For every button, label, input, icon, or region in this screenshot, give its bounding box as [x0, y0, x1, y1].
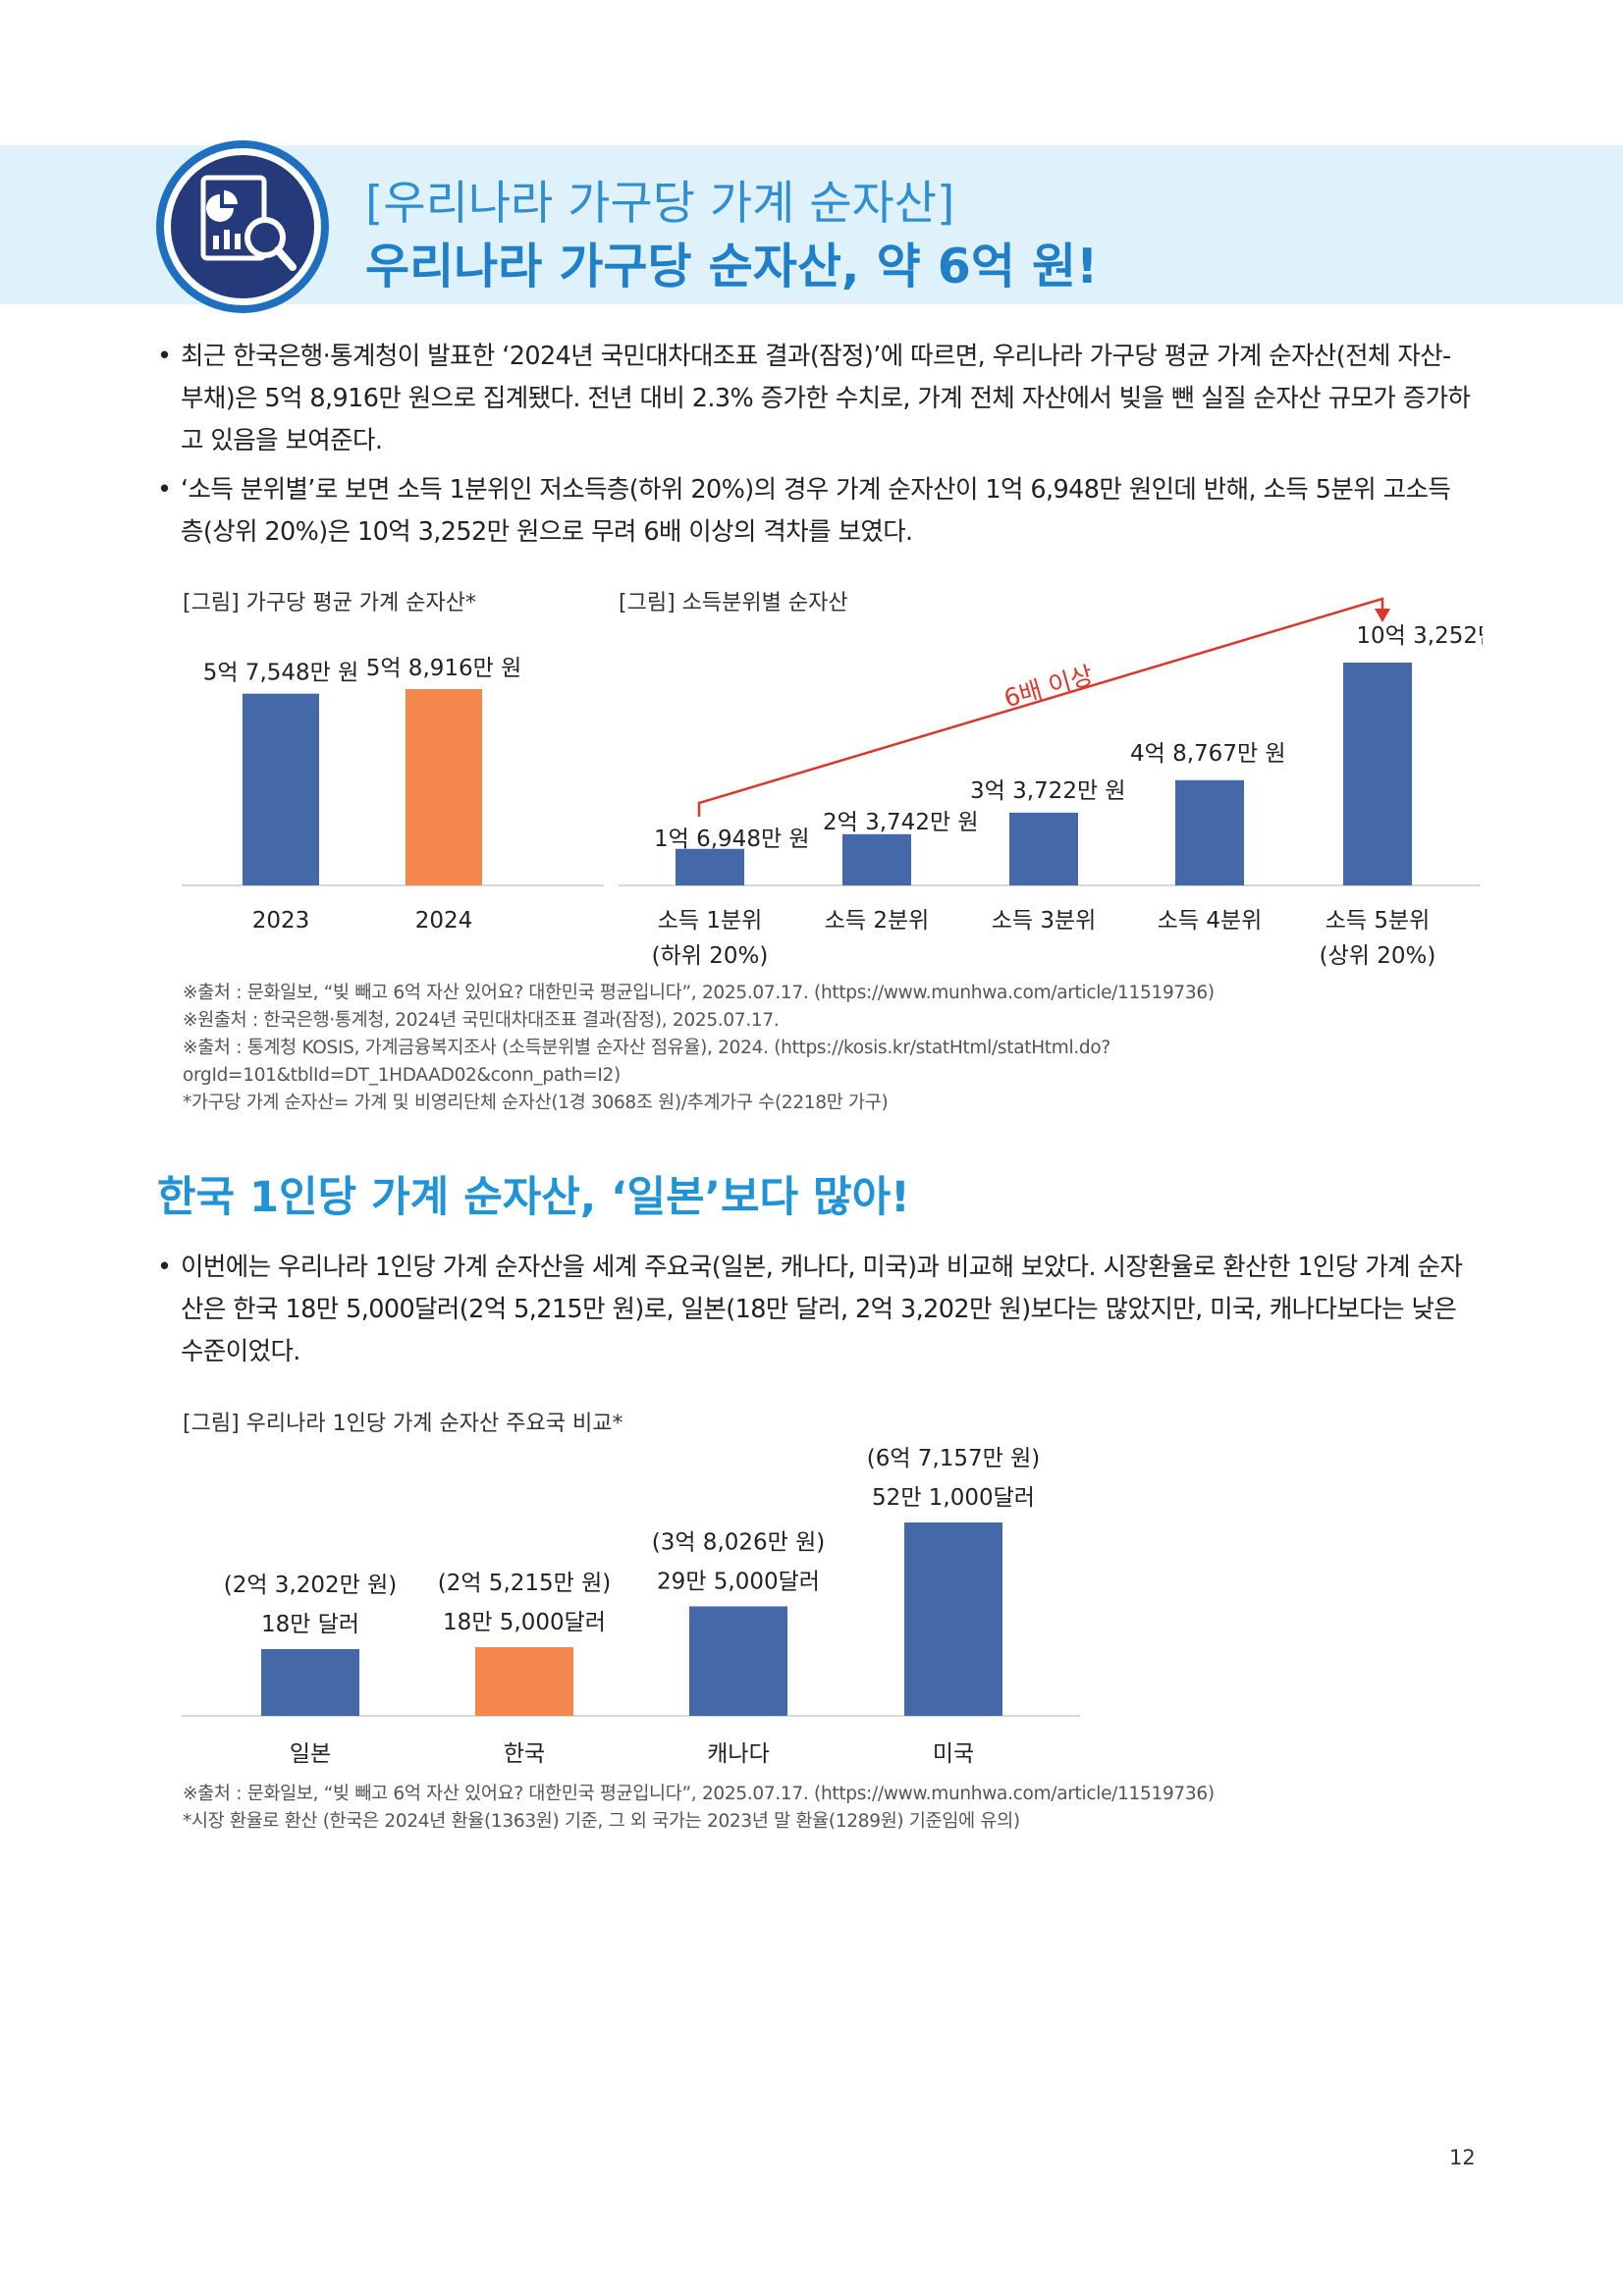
bullet-item: • 최근 한국은행·통계청이 발표한 ‘2024년 국민대차대조표 결과(잠정)…	[157, 336, 1473, 462]
source-line: orgId=101&tblId=DT_1HDAAD02&conn_path=I2…	[183, 1065, 621, 1086]
data-label: 5억 7,548만 원	[203, 661, 359, 686]
chart-magnifier-icon	[156, 140, 329, 313]
data-label: 5억 8,916만 원	[366, 656, 522, 681]
tick-label: 캐나다	[707, 1741, 769, 1767]
bar	[475, 1647, 573, 1716]
source-notes: ※출처 : 문화일보, “빚 빼고 6억 자산 있어요? 대한민국 평균입니다”…	[183, 980, 1479, 1117]
data-label-krw: (6억 7,157만 원)	[867, 1446, 1041, 1471]
tick-label: 소득 3분위	[992, 908, 1097, 934]
data-label-krw: (2억 3,202만 원)	[224, 1573, 398, 1598]
section-title: 한국 1인당 가계 순자산, ‘일본’보다 많아!	[157, 1173, 910, 1222]
bar	[243, 693, 319, 885]
bullet-dot: •	[157, 475, 172, 505]
source-line: *가구당 가계 순자산= 가계 및 비영리단체 순자산(1경 3068조 원)/…	[183, 1093, 889, 1113]
data-label: 2억 3,742만 원	[823, 810, 979, 835]
bullet-dot: •	[157, 342, 172, 371]
figure-caption: [그림] 우리나라 1인당 가계 순자산 주요국 비교*	[183, 1412, 623, 1436]
source-line: *시장 환율로 환산 (한국은 2024년 환율(1363원) 기준, 그 외 …	[183, 1811, 1020, 1832]
tick-label: 소득 5분위	[1325, 908, 1431, 934]
bar	[689, 1606, 787, 1716]
data-label: 1억 6,948만 원	[654, 827, 810, 852]
tick-label: 2023	[252, 908, 310, 934]
data-label: 18만 달러	[261, 1612, 359, 1637]
tick-label: 소득 2분위	[825, 908, 930, 934]
data-label-krw: (3억 8,026만 원)	[652, 1529, 826, 1555]
tick-label: 미국	[933, 1741, 974, 1767]
bullet-item: • ‘소득 분위별’로 보면 소득 1분위인 저소득층(하위 20%)의 경우 …	[157, 469, 1473, 554]
source-line: ※원출처 : 한국은행·통계청, 2024년 국민대차대조표 결과(잠정), 2…	[183, 1010, 780, 1031]
data-label: 10억 3,252만 원	[1356, 623, 1483, 649]
source-line: ※출처 : 통계청 KOSIS, 가계금융복지조사 (소득분위별 순자산 점유율…	[183, 1038, 1110, 1058]
bullet-text: 이번에는 우리나라 1인당 가계 순자산을 세계 주요국(일본, 캐나다, 미국…	[181, 1253, 1463, 1366]
tick-label: 일본	[290, 1741, 331, 1767]
data-label: 4억 8,767만 원	[1130, 741, 1286, 767]
figure-caption: [그림] 가구당 평균 가계 순자산*	[183, 591, 477, 615]
bar	[261, 1648, 359, 1716]
household-net-asset-chart: 5억 7,548만 원 2023 5억 8,916만 원 2024	[182, 656, 604, 934]
header-title: 우리나라 가구당 순자산, 약 6억 원!	[365, 239, 1099, 294]
annotation-arrowhead	[1375, 609, 1390, 622]
figure-caption: [그림] 소득분위별 순자산	[619, 591, 848, 615]
bar	[1009, 812, 1078, 885]
bar	[1343, 663, 1412, 885]
data-label: 3억 3,722만 원	[970, 778, 1126, 804]
tick-label: 소득 1분위	[658, 908, 763, 934]
tick-label: 한국	[504, 1741, 545, 1767]
bar	[1175, 779, 1244, 885]
data-label: 18만 5,000달러	[443, 1610, 606, 1635]
tick-label: 소득 4분위	[1158, 908, 1263, 934]
data-label-krw: (2억 5,215만 원)	[438, 1571, 612, 1596]
data-label: 29만 5,000달러	[657, 1569, 820, 1594]
source-notes: ※출처 : 문화일보, “빚 빼고 6억 자산 있어요? 대한민국 평균입니다”…	[183, 1781, 1479, 1836]
bullet-item: • 이번에는 우리나라 1인당 가계 순자산을 세계 주요국(일본, 캐나다, …	[157, 1247, 1473, 1373]
annotation-label: 6배 이상	[1001, 661, 1096, 713]
bar	[406, 689, 482, 885]
tick-sublabel: (하위 20%)	[652, 943, 769, 969]
income-quintile-chart: 소득 1분위 (하위 20%) 소득 2분위 소득 3분위 소득 4분위 소득 5분위 (상…	[619, 597, 1483, 969]
bar	[676, 848, 744, 885]
country-comparison-chart: 18만 달러 (2억 3,202만 원) 일본 18만 5,000달러 (2억 5,21…	[182, 1446, 1080, 1767]
header-subtitle: [우리나라 가구당 가계 순자산]	[365, 177, 955, 231]
source-line: ※출처 : 문화일보, “빚 빼고 6억 자산 있어요? 대한민국 평균입니다”…	[183, 983, 1215, 1003]
bar	[904, 1522, 1002, 1716]
bullet-text: 최근 한국은행·통계청이 발표한 ‘2024년 국민대차대조표 결과(잠정)’에…	[181, 342, 1471, 455]
annotation-arrow	[697, 597, 1384, 817]
tick-label: 2024	[415, 908, 473, 934]
bullet-dot: •	[157, 1253, 172, 1282]
source-line: ※출처 : 문화일보, “빚 빼고 6억 자산 있어요? 대한민국 평균입니다”…	[183, 1784, 1215, 1804]
tick-sublabel: (상위 20%)	[1320, 943, 1436, 969]
bar	[842, 833, 911, 885]
bullet-text: ‘소득 분위별’로 보면 소득 1분위인 저소득층(하위 20%)의 경우 가계…	[181, 475, 1451, 547]
page-number: 12	[1449, 2146, 1476, 2169]
data-label: 52만 1,000달러	[872, 1485, 1035, 1511]
